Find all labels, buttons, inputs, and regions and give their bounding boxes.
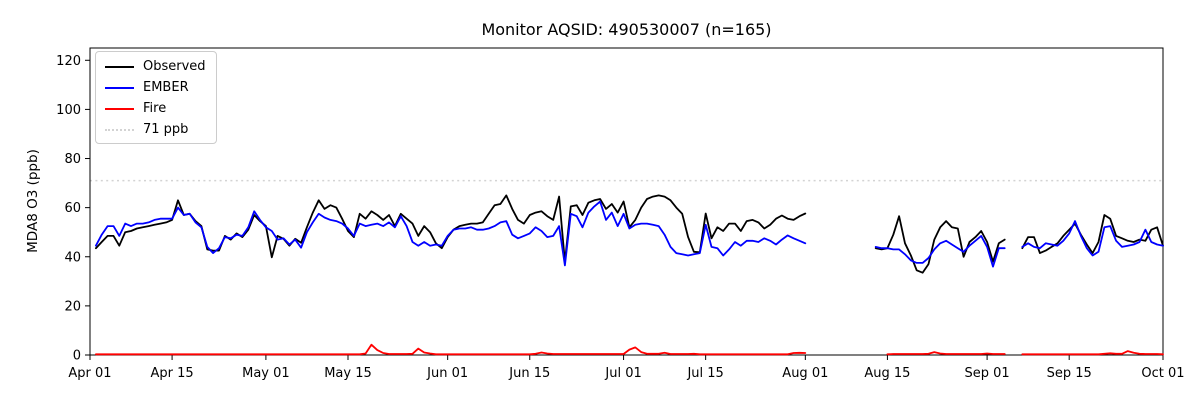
x-tick-label: Jul 01: [604, 366, 641, 381]
legend-label-ember: EMBER: [143, 80, 189, 95]
x-tick-label: Jul 15: [686, 366, 723, 381]
x-tick-label: Jun 15: [508, 366, 550, 381]
legend-swatch-ember-line: [105, 86, 134, 89]
x-tick-label: Jun 01: [426, 366, 468, 381]
legend-label-observed: Observed: [143, 59, 206, 74]
y-tick-label: 40: [64, 250, 81, 265]
y-tick-label: 80: [64, 152, 81, 167]
legend-swatch-fire-line: [105, 107, 134, 110]
legend: Observed EMBER Fire 71 ppb: [95, 51, 217, 144]
y-tick-label: 20: [64, 299, 81, 314]
x-tick-label: Sep 01: [965, 366, 1010, 381]
series-line-fire: [95, 343, 1164, 356]
x-tick-label: Oct 01: [1141, 366, 1184, 381]
x-tick-label: May 15: [324, 366, 372, 381]
legend-label-fire: Fire: [143, 101, 167, 116]
x-tick-label: Sep 15: [1047, 366, 1092, 381]
y-tick-label: 100: [56, 103, 81, 118]
legend-item-threshold: 71 ppb: [105, 121, 206, 138]
x-tick-label: May 01: [242, 366, 290, 381]
y-axis: 0 20 40 60 80 100 120: [56, 54, 90, 364]
series-line-observed: [95, 194, 1164, 274]
y-tick-label: 60: [64, 201, 81, 216]
legend-swatch-observed-line: [105, 65, 134, 68]
y-tick-label: 0: [73, 349, 81, 364]
legend-item-fire: Fire: [105, 100, 206, 117]
legend-item-observed: Observed: [105, 58, 206, 75]
axes-box: [89, 47, 1164, 356]
chart-title: Monitor AQSID: 490530007 (n=165): [481, 20, 772, 39]
x-axis: Apr 01 Apr 15 May 01 May 15 Jun 01 Jun 15 Jul …: [68, 355, 1185, 381]
x-tick-label: Apr 15: [151, 366, 194, 381]
legend-swatch-threshold-line: [105, 128, 134, 131]
series-line-ember: [95, 200, 1164, 268]
x-tick-label: Aug 01: [782, 366, 828, 381]
legend-label-threshold: 71 ppb: [143, 122, 189, 137]
legend-item-ember: EMBER: [105, 79, 206, 96]
x-tick-label: Apr 01: [68, 366, 111, 381]
x-tick-label: Aug 15: [864, 366, 910, 381]
y-tick-label: 120: [56, 54, 81, 69]
